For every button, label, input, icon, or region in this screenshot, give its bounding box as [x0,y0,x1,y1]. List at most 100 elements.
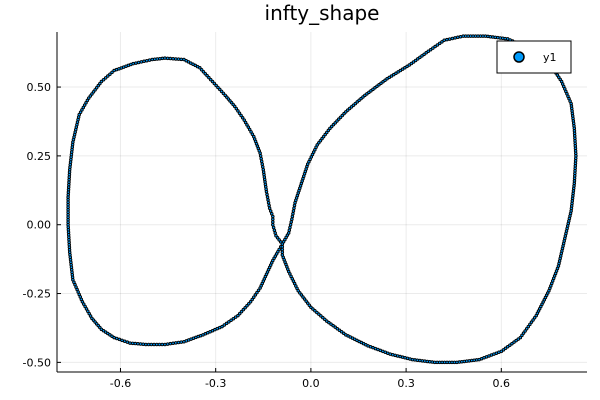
data-point [288,225,292,230]
data-point [280,250,285,254]
data-point [174,341,178,345]
grid-lines [57,32,587,372]
data-point [252,295,256,299]
data-point [265,192,269,197]
data-point [174,57,178,61]
data-point [521,331,526,335]
data-point [271,225,276,230]
data-point [523,329,527,333]
data-point [431,46,435,50]
data-point [265,195,270,199]
data-point [428,47,433,52]
data-point [259,156,263,161]
data-point [277,247,281,252]
x-tick-label: 0.3 [397,377,415,390]
data-point [147,58,152,62]
legend-box [496,40,572,74]
data-point [205,73,209,78]
data-point [437,41,442,46]
tick-labels: -0.6 -0.3 0.0 0.3 0.6 -0.50 -0.25 0.00 0.25 0.50 [23,81,511,390]
data-point [243,305,247,310]
data-point [144,342,148,347]
data-point [532,316,537,320]
data-point [134,61,138,65]
data-point [288,222,293,227]
data-point [145,58,149,63]
data-point [261,167,266,172]
data-point [256,288,261,293]
data-point [201,69,206,74]
data-point [210,79,215,84]
data-point [280,253,285,257]
data-point [176,340,181,345]
data-point [291,211,295,216]
data-point [247,302,251,306]
data-point [292,203,297,208]
x-tick-label: 0.6 [493,377,511,390]
data-point [154,342,159,347]
y-tick-label: 0.50 [27,81,52,94]
axes [56,32,587,373]
data-point [433,44,437,49]
y-tick-label: 0.25 [27,150,52,163]
data-point [223,93,227,98]
data-point [168,56,173,61]
data-point [280,244,285,249]
data-point [242,118,246,122]
legend: y1 [496,40,572,74]
data-point [291,209,296,213]
data-point [259,159,264,164]
data-point [208,77,213,82]
data-point [219,89,224,94]
data-point [534,313,538,318]
y-tick-label: -0.50 [23,356,51,369]
data-point [266,200,271,205]
data-point [212,81,217,86]
data-point [231,316,236,321]
data-point [458,34,463,39]
data-point [199,68,204,72]
data-point [240,116,245,120]
data-point [163,342,167,347]
data-point [456,35,460,40]
data-point [270,211,274,216]
data-point [103,76,108,80]
data-point [203,71,208,76]
data-point [149,342,154,347]
data-point [142,59,146,64]
data-point [450,36,455,41]
data-point [237,111,242,115]
data-point [160,342,164,347]
data-point [274,233,278,238]
data-point [520,333,524,338]
data-point [218,87,222,92]
data-point [250,297,254,302]
data-point [139,60,144,64]
data-point [290,217,294,221]
data-point [168,341,173,346]
data-point [280,247,285,252]
data-point [268,209,273,213]
data-point [233,315,238,319]
y-tick-label: -0.25 [23,288,51,301]
data-point [110,70,114,75]
legend-marker [513,51,525,63]
data-point [426,49,431,54]
data-point [271,217,275,221]
data-point [435,43,440,47]
data-point [253,293,258,297]
data-point [241,307,246,312]
data-point [136,60,141,65]
data-point [290,214,295,219]
data-point [236,109,240,113]
data-point [214,83,218,88]
data-point [289,220,293,224]
data-point [171,341,175,346]
data-point [101,77,106,82]
data-point [445,37,449,42]
data-point [108,72,112,76]
data-point [171,56,175,61]
data-point [176,57,181,61]
x-tick-label: -0.6 [110,377,131,390]
